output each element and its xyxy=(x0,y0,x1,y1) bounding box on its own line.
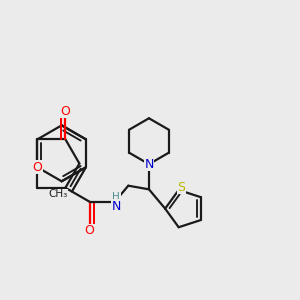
Text: S: S xyxy=(178,181,186,194)
Text: N: N xyxy=(144,158,154,171)
Text: H: H xyxy=(112,192,120,202)
Text: O: O xyxy=(61,105,70,118)
Text: O: O xyxy=(85,224,94,237)
Text: N: N xyxy=(112,200,121,213)
Text: CH₃: CH₃ xyxy=(48,190,68,200)
Text: O: O xyxy=(32,161,42,174)
